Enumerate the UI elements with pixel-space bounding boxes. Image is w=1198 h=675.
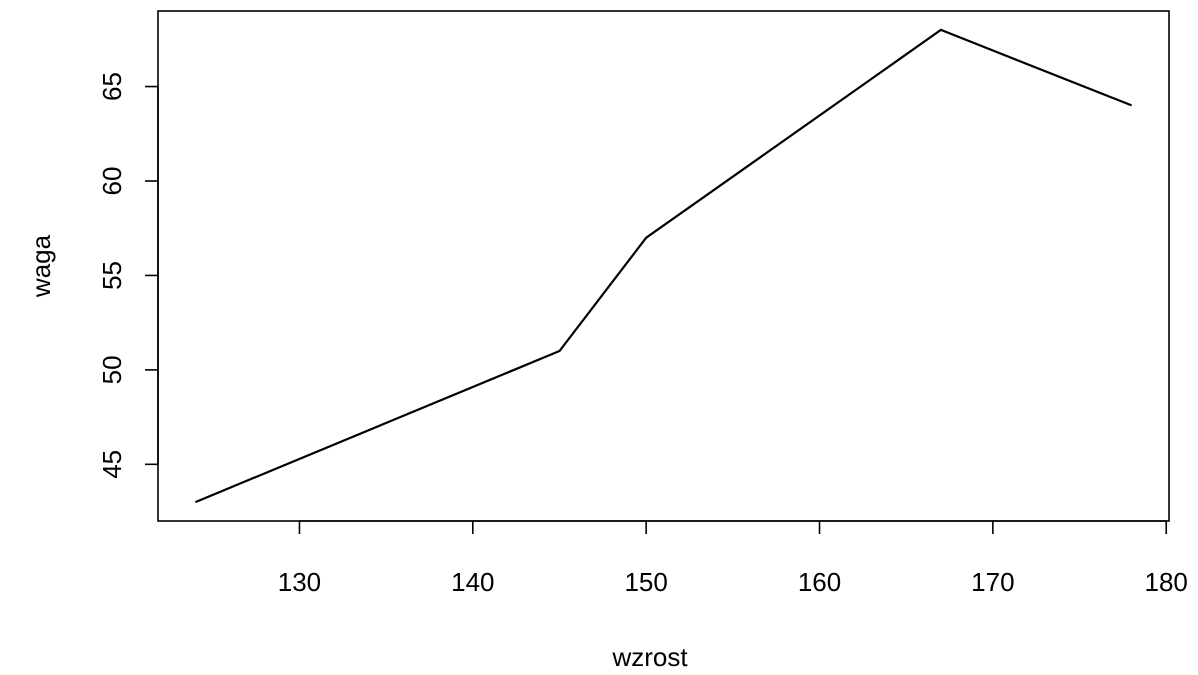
y-tick-label: 55	[97, 261, 127, 290]
y-tick-label: 45	[97, 450, 127, 479]
y-axis: 45 50 55 60 65	[97, 72, 159, 479]
x-tick-label: 180	[1145, 567, 1188, 597]
x-tick-label: 160	[798, 567, 841, 597]
series-line	[194, 28, 1133, 504]
y-tick-label: 65	[97, 72, 127, 101]
x-tick-label: 170	[971, 567, 1014, 597]
x-tick-label: 150	[624, 567, 667, 597]
y-axis-title: waga	[26, 234, 56, 298]
y-tick-label: 50	[97, 355, 127, 384]
plot-frame	[157, 10, 1170, 522]
series-layer	[194, 28, 1133, 504]
x-axis: 130 140 150 160 170 180	[278, 520, 1188, 597]
x-tick-label: 130	[278, 567, 321, 597]
y-tick-label: 60	[97, 167, 127, 196]
x-axis-title: wzrost	[611, 642, 688, 672]
x-tick-label: 140	[451, 567, 494, 597]
